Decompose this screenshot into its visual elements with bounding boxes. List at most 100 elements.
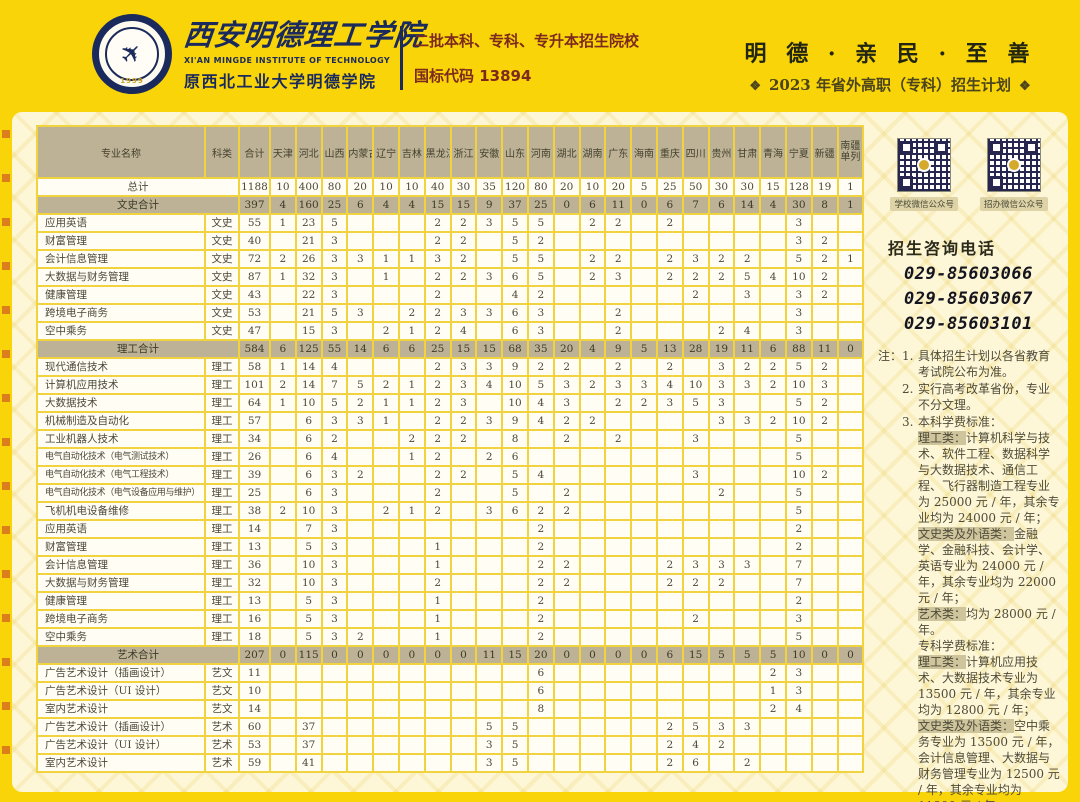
value-cell: 2 [552, 357, 581, 377]
value-cell [836, 393, 865, 413]
value-cell: 35 [475, 177, 504, 197]
value-cell: 5 [784, 447, 813, 467]
value-cell [759, 483, 787, 503]
value-cell [836, 213, 865, 233]
value-cell: 2 [655, 357, 684, 377]
value-cell: 5 [294, 627, 323, 647]
value-cell: 6 [578, 195, 607, 215]
value-cell: 10 [372, 177, 400, 197]
value-cell [733, 303, 762, 323]
value-cell: 37 [294, 717, 323, 737]
category-cell: 理工 [204, 627, 240, 647]
value-cell: 2 [759, 357, 787, 377]
value-cell: 5 [733, 645, 762, 665]
value-cell: 7 [681, 195, 710, 215]
value-cell [475, 465, 504, 485]
value-cell: 4 [733, 321, 762, 341]
value-cell [372, 537, 400, 557]
table-row: 财富管理 理工 13 5 3 1 2 2 [36, 537, 865, 557]
value-cell: 3 [784, 609, 813, 629]
qr-label-school: 学校微信公众号 [890, 197, 958, 211]
value-cell: 5 [501, 735, 529, 755]
table-row: 机械制造及自动化 理工 57 6 3 3 1 2 2 3 9 4 2 2 3 3 2 10 2 [36, 411, 865, 431]
value-cell: 9 [475, 195, 504, 215]
value-cell [372, 573, 400, 593]
sidebar: 学校微信公众号 招办微信公众号 招生咨询电话 029-85603066 029-… [878, 126, 1060, 802]
value-cell: 3 [320, 267, 349, 287]
plan-title: ❖ 2023 年省外高职（专科）招生计划 ❖ [710, 74, 1070, 95]
value-cell [604, 411, 633, 431]
value-cell: 6 [269, 339, 297, 359]
value-cell [397, 537, 426, 557]
value-cell: 3 [320, 627, 349, 647]
value-cell: 10 [501, 393, 529, 413]
value-cell [526, 429, 555, 449]
admissions-wechat-qr-icon [986, 138, 1041, 192]
plan-table-head: 专业名称科类合计天津河北山西内蒙古辽宁吉林黑龙江浙江安徽山东河南湖北湖南广东海南… [36, 125, 865, 179]
value-cell: 8 [526, 699, 555, 719]
value-cell [501, 681, 529, 701]
value-cell [759, 501, 787, 521]
value-cell: 6 [526, 681, 555, 701]
value-cell [423, 753, 452, 773]
note-sub-text: 计算机应用技术、大数据技术专业为 13500 元 / 年，其余专业均为 1280… [918, 655, 1056, 717]
value-cell [294, 699, 323, 719]
value-cell: 3 [784, 663, 813, 683]
value-cell: 2 [578, 267, 607, 287]
value-cell: 25 [655, 177, 684, 197]
major-name-cell: 理工合计 [36, 339, 240, 359]
value-cell [372, 735, 400, 755]
value-cell: 2 [423, 573, 452, 593]
value-cell [475, 609, 504, 629]
header-cell: 甘肃 [733, 125, 762, 179]
value-cell [552, 681, 581, 701]
value-cell: 6 [759, 339, 787, 359]
value-cell: 40 [423, 177, 452, 197]
value-cell: 5 [501, 231, 529, 251]
value-cell: 53 [238, 303, 271, 323]
value-cell: 5 [294, 591, 323, 611]
value-cell: 2 [526, 501, 555, 521]
value-cell [269, 627, 297, 647]
logo-inner-ring: ✈ [105, 27, 159, 81]
value-cell: 2 [423, 429, 452, 449]
category-cell: 文史 [204, 213, 240, 233]
value-cell: 3 [475, 411, 504, 431]
table-row: 空中乘务 理工 18 5 3 2 1 2 5 [36, 627, 865, 647]
value-cell: 3 [733, 717, 762, 737]
value-cell: 0 [397, 645, 426, 665]
value-cell: 87 [238, 267, 271, 287]
value-cell: 3 [707, 717, 736, 737]
value-cell: 6 [372, 339, 400, 359]
value-cell: 15 [501, 645, 529, 665]
note-sub-item: 文史类及外语类：金融学、金融科技、会计学、英语专业为 24000 元 / 年，其… [918, 526, 1060, 606]
value-cell [475, 573, 504, 593]
table-row: 现代通信技术 理工 58 1 14 4 2 3 3 9 2 2 2 2 3 2 2 5 2 [36, 357, 865, 377]
value-cell [604, 699, 633, 719]
value-cell: 3 [449, 375, 478, 395]
note-category-label: 理工类： [918, 655, 967, 669]
value-cell [552, 321, 581, 341]
value-cell: 15 [449, 195, 478, 215]
value-cell [397, 681, 426, 701]
table-row: 大数据与财务管理 文史 87 1 32 3 1 2 2 3 6 5 2 3 2 2 2 5 4 10 2 [36, 267, 865, 287]
value-cell [707, 303, 736, 323]
value-cell [475, 555, 504, 575]
value-cell: 37 [294, 735, 323, 755]
category-cell: 文史 [204, 285, 240, 305]
value-cell [655, 609, 684, 629]
value-cell [810, 735, 839, 755]
value-cell [397, 519, 426, 539]
value-cell: 3 [733, 555, 762, 575]
note-sub-item: 理工类：计算机科学与技术、软件工程、数据科学与大数据技术、通信工程、飞行器制造工… [918, 430, 1060, 526]
value-cell [630, 537, 658, 557]
value-cell: 4 [397, 195, 426, 215]
value-cell: 2 [733, 753, 762, 773]
value-cell: 28 [681, 339, 710, 359]
header-cell: 专业名称 [36, 125, 206, 179]
value-cell [423, 717, 452, 737]
value-cell: 43 [238, 285, 271, 305]
major-name-cell: 健康管理 [36, 285, 206, 305]
value-cell: 3 [320, 537, 349, 557]
value-cell [707, 429, 736, 449]
